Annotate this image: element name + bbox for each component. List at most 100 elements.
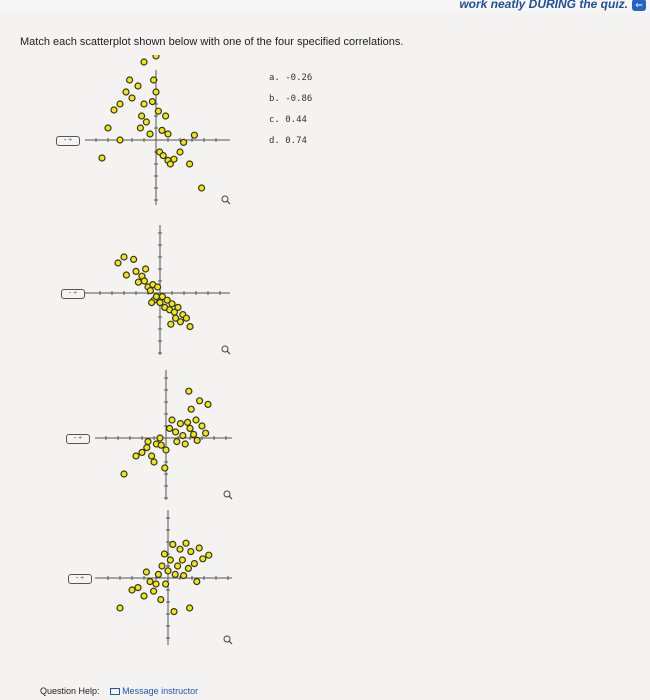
data-point [152,580,160,588]
data-point [161,464,169,472]
data-point [120,253,128,261]
data-point [140,100,148,108]
data-point [146,130,154,138]
data-point [140,592,148,600]
data-point [128,586,136,594]
data-point [138,112,146,120]
data-point [179,432,187,440]
data-point [160,550,168,558]
data-point [150,587,158,595]
data-point [157,595,165,604]
data-point [148,452,156,460]
data-point [176,420,184,428]
data-point [128,94,136,102]
data-point [186,323,194,331]
data-point [162,446,170,454]
data-point [174,562,182,570]
data-point [193,436,201,444]
data-point [204,400,212,408]
correlation-dropdown-1[interactable]: - ÷ [56,136,80,146]
data-point [168,416,176,424]
data-point [154,107,162,115]
correlation-dropdown-2[interactable]: - ÷ [61,289,85,299]
data-point [134,82,142,90]
magnify-icon[interactable] [223,490,231,498]
magnify-icon-handle [226,200,231,205]
data-point [184,418,192,426]
data-point [164,567,172,575]
data-point [172,428,180,436]
data-point [182,314,190,322]
scatterplot-1 [85,55,231,205]
data-point [180,571,188,580]
data-point [184,564,192,573]
data-point [134,583,142,592]
data-point [172,314,180,322]
banner-badge-icon[interactable]: ⇐ [632,0,646,11]
data-point [142,568,150,576]
data-point [150,458,158,466]
data-point [132,267,140,275]
data-point [142,118,150,126]
data-point [192,416,200,424]
data-point [176,545,184,553]
correlation-dropdown-4[interactable]: - ÷ [68,574,92,584]
data-point [193,577,201,586]
data-point [185,387,193,395]
scatterplot-4 [95,510,233,645]
data-point [168,300,176,308]
data-point [170,155,178,163]
correlation-dropdown-3[interactable]: - ÷ [66,434,90,444]
data-point [158,126,166,135]
data-point [114,259,122,267]
data-point [116,604,124,612]
question-help-label: Question Help: [40,686,100,696]
data-point [186,424,194,432]
magnify-icon-handle [226,350,231,355]
data-point [173,438,181,446]
data-point [199,555,207,563]
magnify-icon-handle [228,640,233,645]
magnify-icon[interactable] [221,345,229,353]
banner-text: work neatly DURING the quiz. [459,0,628,11]
data-point [154,283,162,291]
data-point [181,440,189,448]
answer-option-d: d. 0.74 [269,136,307,146]
data-point [187,548,195,556]
data-point [162,112,170,120]
answer-option-c: c. 0.44 [269,115,307,125]
data-point [166,424,174,432]
data-point [158,562,166,570]
data-point [170,607,178,616]
data-point [176,148,184,156]
data-point [166,160,174,168]
scatterplots-area [85,55,233,645]
data-point [134,278,142,286]
data-point [152,88,160,96]
message-instructor-link[interactable]: Message instructor [110,686,198,696]
data-point [171,570,179,579]
data-point [190,430,198,438]
data-point [110,106,118,114]
data-point [159,151,167,160]
data-point [196,397,204,405]
data-point [150,76,158,84]
data-point [122,271,131,279]
magnify-icon[interactable] [223,635,231,643]
data-point [122,88,130,96]
magnify-icon[interactable] [221,195,229,203]
answer-option-a: a. -0.26 [269,73,313,83]
data-point [143,444,151,452]
data-point [152,293,160,301]
data-point [163,296,171,304]
data-point [180,138,188,147]
data-point [132,452,140,460]
data-point [130,255,138,263]
data-point [136,124,144,132]
data-point [198,184,206,192]
data-point [116,136,124,144]
data-point [157,441,165,449]
mail-icon [110,688,121,695]
data-point [169,540,177,548]
data-point [166,556,174,564]
